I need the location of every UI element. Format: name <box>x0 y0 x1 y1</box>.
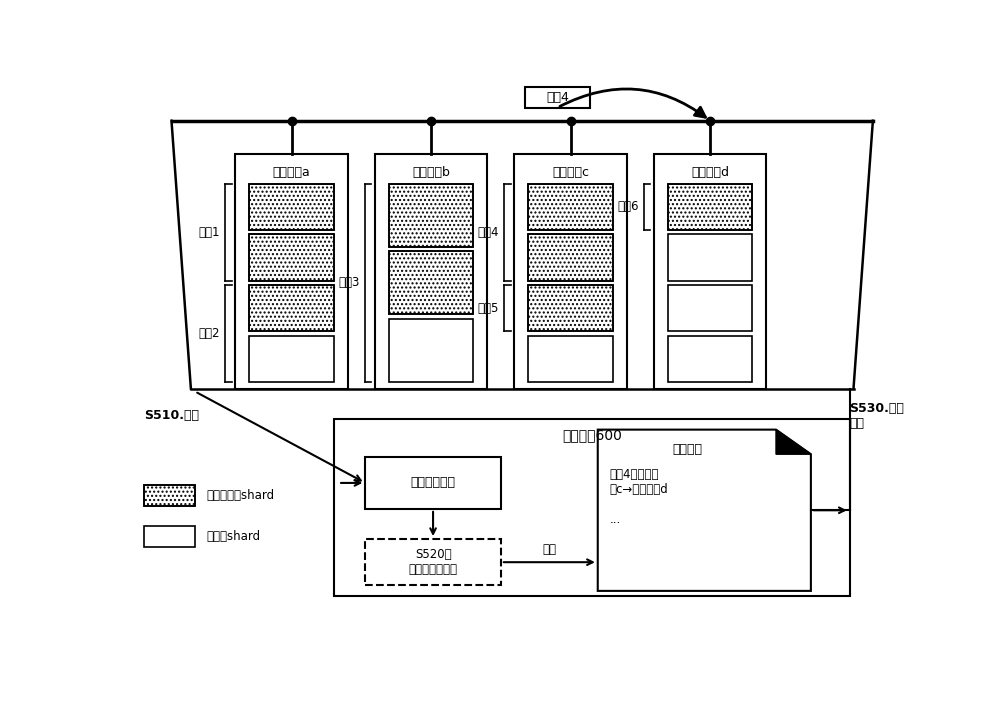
Text: S530.指示
转移: S530.指示 转移 <box>850 402 904 430</box>
Bar <box>525 87 590 108</box>
Bar <box>654 153 766 388</box>
Polygon shape <box>776 430 811 454</box>
Text: S520、
确定待转移任务: S520、 确定待转移任务 <box>409 548 458 577</box>
Text: 确定: 确定 <box>542 542 556 556</box>
Text: 任务5: 任务5 <box>478 302 499 315</box>
Bar <box>668 184 752 230</box>
Bar <box>334 419 850 596</box>
Bar <box>249 234 334 280</box>
Polygon shape <box>598 430 811 591</box>
Bar <box>528 184 613 230</box>
Bar <box>668 184 752 230</box>
Bar <box>144 486 195 506</box>
Bar <box>249 285 334 332</box>
Text: 任务4: 任务4 <box>546 91 569 104</box>
Bar <box>528 234 613 280</box>
Text: 工作节点b: 工作节点b <box>412 165 450 178</box>
Text: S510.获取: S510.获取 <box>144 410 199 422</box>
Bar <box>249 184 334 230</box>
Bar <box>528 234 613 280</box>
Text: 转移策略: 转移策略 <box>672 443 702 457</box>
Bar <box>668 184 752 230</box>
Bar <box>668 285 752 332</box>
Bar <box>365 539 501 586</box>
Bar <box>528 184 613 230</box>
Bar <box>389 251 473 315</box>
Bar <box>249 234 334 280</box>
Text: 工作节点d: 工作节点d <box>691 165 729 178</box>
Bar <box>249 285 334 332</box>
Text: 资源占用情况: 资源占用情况 <box>411 476 456 489</box>
Text: 任务4: 任务4 <box>477 226 499 239</box>
Bar <box>528 184 613 230</box>
Bar <box>528 285 613 332</box>
Bar <box>365 457 501 509</box>
Bar <box>144 526 195 547</box>
Bar <box>668 234 752 280</box>
Bar <box>389 184 473 247</box>
Text: 任务2: 任务2 <box>198 327 220 340</box>
Text: 已被占用的shard: 已被占用的shard <box>206 489 274 502</box>
Bar <box>249 184 334 230</box>
Bar <box>389 319 473 382</box>
Bar <box>375 153 487 388</box>
Bar <box>249 336 334 382</box>
Bar <box>668 336 752 382</box>
Bar <box>249 184 334 230</box>
Text: 空闲的shard: 空闲的shard <box>206 530 260 543</box>
Bar <box>389 251 473 315</box>
Bar <box>389 184 473 247</box>
Text: 任务4：工作节
点c→工作节点d

...: 任务4：工作节 点c→工作节点d ... <box>609 468 668 526</box>
Bar <box>528 336 613 382</box>
Bar <box>144 486 195 506</box>
Text: 计算设备600: 计算设备600 <box>562 429 622 442</box>
Bar <box>528 285 613 332</box>
Text: 任务6: 任务6 <box>617 200 638 213</box>
Bar <box>514 153 627 388</box>
Text: 工作节点a: 工作节点a <box>273 165 310 178</box>
Bar <box>389 184 473 247</box>
Bar <box>249 285 334 332</box>
Text: 工作节点c: 工作节点c <box>552 165 589 178</box>
Bar <box>144 486 195 506</box>
Text: 任务1: 任务1 <box>198 226 220 239</box>
Bar <box>389 251 473 315</box>
Bar <box>235 153 348 388</box>
Bar <box>249 234 334 280</box>
Text: 任务3: 任务3 <box>338 276 359 290</box>
Bar <box>528 234 613 280</box>
Bar <box>528 285 613 332</box>
